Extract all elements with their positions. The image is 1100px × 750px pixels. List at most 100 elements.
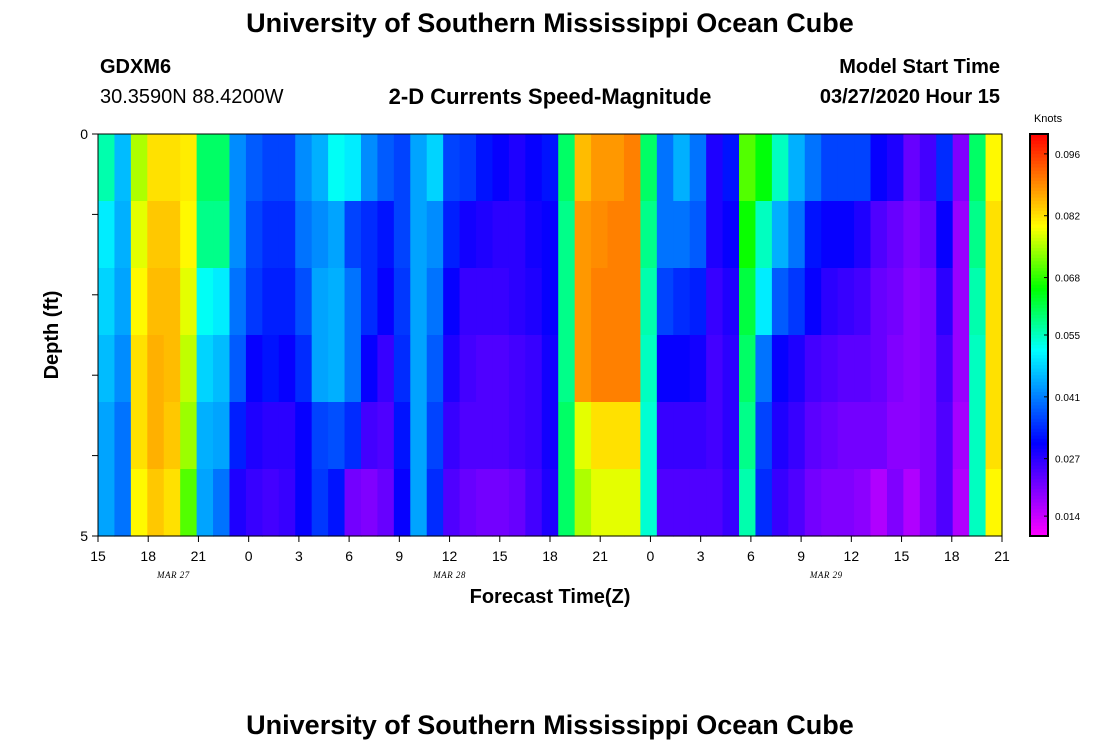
heatmap-cell [919, 469, 937, 537]
heatmap-cell [739, 469, 757, 537]
x-tick-label: 0 [647, 548, 655, 564]
heatmap-cell [393, 335, 411, 403]
colorbar-segment [1030, 167, 1048, 172]
heatmap-cell [459, 335, 477, 403]
heatmap-cell [443, 402, 461, 470]
colorbar-segment [1030, 345, 1048, 349]
heatmap-cell [328, 402, 346, 470]
colorbar-segment [1030, 492, 1048, 497]
heatmap-cell [886, 134, 904, 202]
heatmap-cell [656, 469, 674, 537]
heatmap-cell [114, 201, 132, 269]
colorbar-segment [1030, 224, 1048, 229]
heatmap-cell [854, 335, 872, 403]
heatmap-cell [952, 402, 970, 470]
colorbar-segment [1030, 201, 1048, 205]
station-coords: 30.3590N 88.4200W [100, 86, 284, 108]
heatmap-cell [476, 335, 494, 403]
heatmap-cell [640, 134, 658, 202]
heatmap-cell [689, 201, 707, 269]
heatmap-cell [508, 201, 526, 269]
x-tick-label: 15 [90, 548, 106, 564]
heatmap-cell [558, 201, 576, 269]
heatmap-cell [722, 268, 740, 336]
colorbar-segment [1030, 204, 1048, 209]
colorbar-segment [1030, 495, 1048, 500]
heatmap-cell [837, 134, 855, 202]
heatmap-cell [706, 201, 724, 269]
heatmap-cell [410, 201, 428, 269]
colorbar-tick-label: 0.082 [1055, 212, 1080, 223]
heatmap-cell [640, 469, 658, 537]
heatmap-cell [443, 268, 461, 336]
heatmap-cell [722, 469, 740, 537]
heatmap-cell [870, 335, 888, 403]
heatmap-cell [393, 469, 411, 537]
heatmap-cell [870, 201, 888, 269]
colorbar-segment [1030, 452, 1048, 457]
heatmap-cell [837, 268, 855, 336]
colorbar-segment [1030, 150, 1048, 155]
colorbar-segment [1030, 298, 1048, 303]
colorbar-segment [1030, 278, 1048, 282]
heatmap-cell [689, 402, 707, 470]
colorbar-segment [1030, 485, 1048, 490]
colorbar-segment [1030, 465, 1048, 470]
heatmap-cell [393, 134, 411, 202]
heatmap-cell [344, 268, 362, 336]
heatmap-cell [426, 469, 444, 537]
x-tick-label: 3 [295, 548, 303, 564]
colorbar-segment [1030, 308, 1048, 313]
heatmap-cell [278, 469, 296, 537]
heatmap-cell [213, 469, 231, 537]
x-tick-label: 6 [747, 548, 755, 564]
heatmap-cell [245, 335, 263, 403]
heatmap-cell [508, 402, 526, 470]
colorbar-tick-label: 0.096 [1055, 150, 1080, 161]
heatmap-cell [969, 268, 987, 336]
heatmap-cell [426, 268, 444, 336]
heatmap-cell [558, 469, 576, 537]
colorbar-segment [1030, 502, 1048, 507]
colorbar-segment [1030, 227, 1048, 232]
heatmap-cell [295, 201, 313, 269]
colorbar-segment [1030, 448, 1048, 453]
heatmap-cell [607, 201, 625, 269]
heatmap-cell [673, 469, 691, 537]
heatmap-cell [903, 201, 921, 269]
heatmap-cell [245, 134, 263, 202]
colorbar-segment [1030, 398, 1048, 403]
colorbar-segment [1030, 515, 1048, 520]
heatmap-cell [903, 335, 921, 403]
heatmap-cell [508, 469, 526, 537]
heatmap-cell [574, 268, 592, 336]
heatmap-cell [492, 134, 510, 202]
heatmap-cell [558, 134, 576, 202]
heatmap-cell [837, 201, 855, 269]
heatmap-cell [147, 134, 165, 202]
heatmap-cell [623, 134, 641, 202]
heatmap-cell [262, 402, 280, 470]
heatmap-cell [919, 335, 937, 403]
colorbar-segment [1030, 482, 1048, 487]
colorbar-segment [1030, 331, 1048, 336]
heatmap-cell [163, 134, 181, 202]
heatmap-cell [114, 335, 132, 403]
x-tick-label: 21 [994, 548, 1010, 564]
colorbar-segment [1030, 512, 1048, 517]
colorbar-segment [1030, 144, 1048, 148]
heatmap-cell [98, 268, 116, 336]
heatmap-cell [591, 469, 609, 537]
heatmap-cell [936, 469, 954, 537]
heatmap-cell [410, 335, 428, 403]
heatmap-cell [278, 134, 296, 202]
heatmap-cell [936, 335, 954, 403]
colorbar-segment [1030, 217, 1048, 222]
heatmap-cell [360, 201, 379, 269]
heatmap-cells [98, 134, 1003, 537]
heatmap-cell [821, 201, 839, 269]
heatmap-cell [459, 201, 477, 269]
heatmap-cell [229, 268, 247, 336]
heatmap-cell [180, 201, 198, 269]
